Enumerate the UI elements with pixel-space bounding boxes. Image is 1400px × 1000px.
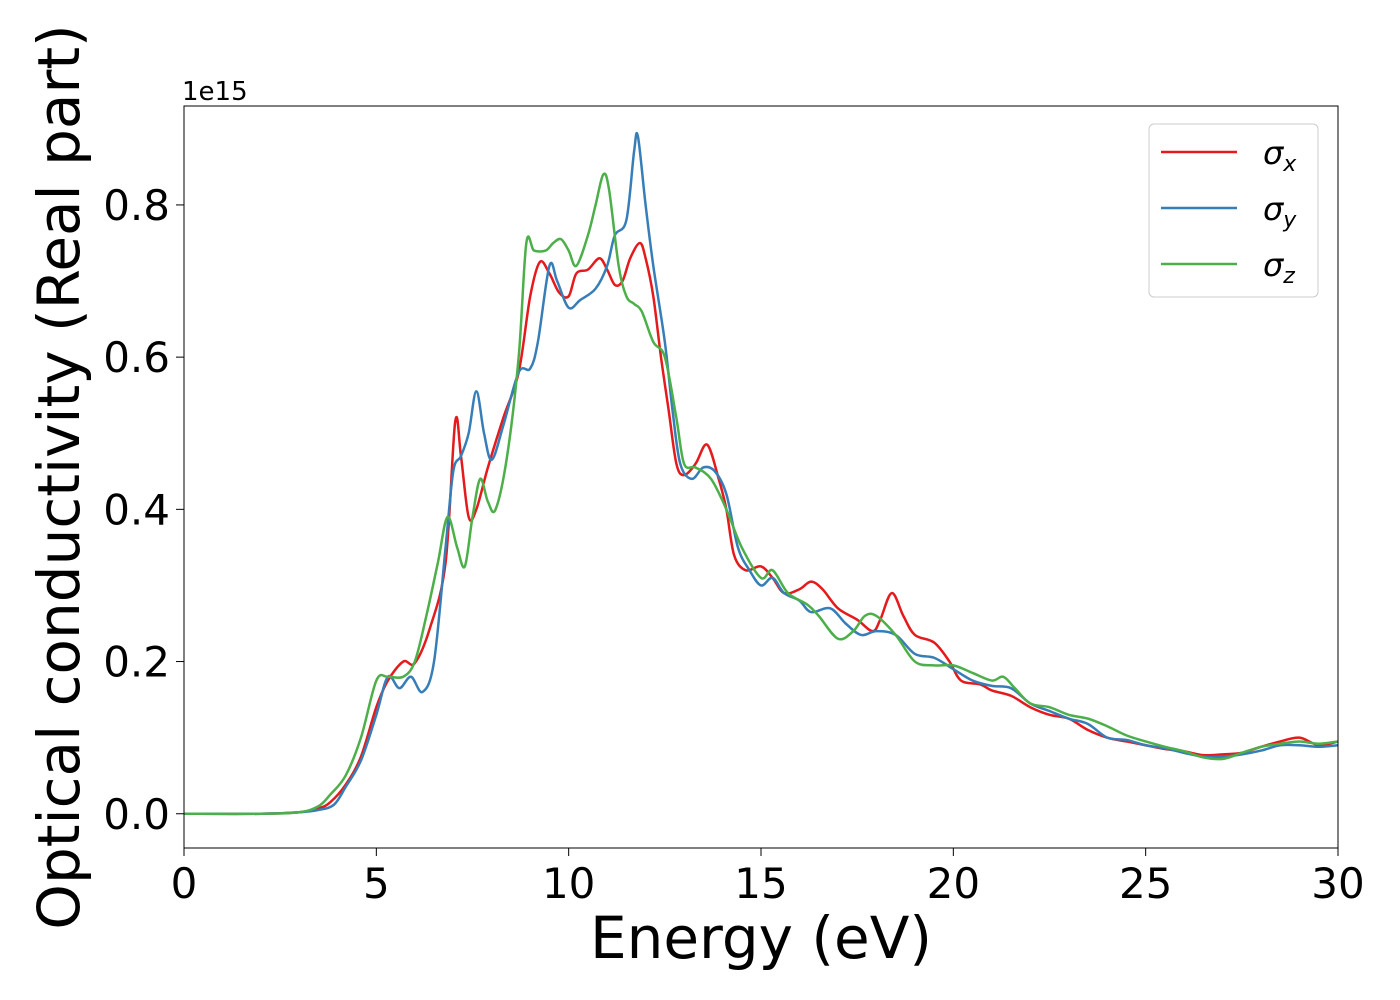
legend-item-y: σy bbox=[1161, 190, 1297, 233]
y-tick-label: 0.8 bbox=[103, 181, 170, 230]
series-line-y bbox=[184, 131, 1338, 816]
legend-label: σz bbox=[1263, 246, 1295, 289]
series-line-x bbox=[184, 241, 1338, 816]
x-tick-label: 0 bbox=[171, 859, 198, 908]
y-axis-label: Optical conductivity (Real part) bbox=[25, 24, 93, 929]
x-tick-label: 10 bbox=[542, 859, 595, 908]
plot-area bbox=[184, 106, 1338, 848]
x-tick-label: 30 bbox=[1311, 859, 1364, 908]
x-tick-label: 5 bbox=[363, 859, 390, 908]
x-tick-label: 15 bbox=[734, 859, 787, 908]
x-tick-label: 20 bbox=[927, 859, 980, 908]
legend-item-x: σx bbox=[1161, 134, 1297, 177]
legend-label: σy bbox=[1263, 190, 1297, 233]
legend-box bbox=[1148, 123, 1319, 298]
y-tick-label: 0.0 bbox=[103, 790, 170, 839]
x-axis-ticks: 0 5 10 15 20 25 30 bbox=[171, 848, 1365, 908]
y-axis-ticks: 0.0 0.2 0.4 0.6 0.8 bbox=[103, 181, 184, 839]
y-tick-label: 0.6 bbox=[103, 333, 170, 382]
x-tick-label: 25 bbox=[1119, 859, 1172, 908]
legend: σx σy σz bbox=[1148, 123, 1319, 298]
y-tick-label: 0.4 bbox=[103, 485, 170, 534]
legend-label: σx bbox=[1263, 134, 1297, 177]
series-layer bbox=[184, 131, 1338, 816]
series-line-z bbox=[184, 172, 1338, 816]
legend-item-z: σz bbox=[1161, 246, 1295, 289]
x-axis-label: Energy (eV) bbox=[590, 904, 932, 972]
y-tick-label: 0.2 bbox=[103, 638, 170, 687]
y-offset-text: 1e15 bbox=[182, 77, 248, 107]
